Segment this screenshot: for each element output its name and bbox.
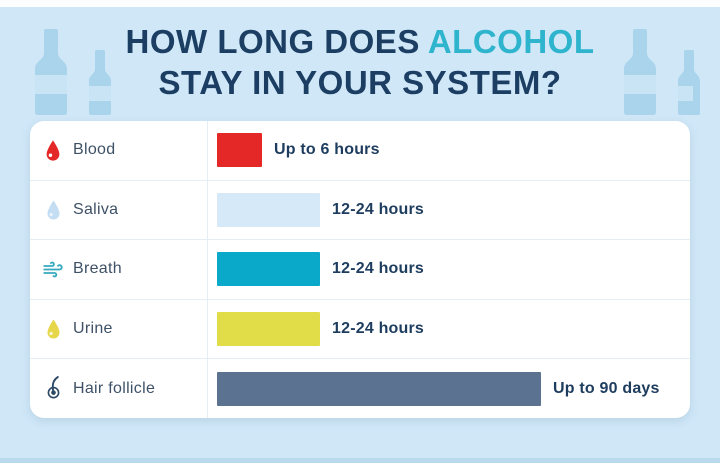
title-line1-accent: ALCOHOL <box>427 23 595 60</box>
duration-label: 12-24 hours <box>332 200 425 218</box>
hair-follicle-icon <box>40 373 66 405</box>
duration-bar <box>217 371 541 406</box>
duration-label: 12-24 hours <box>332 320 425 338</box>
duration-bar <box>217 133 262 168</box>
table-row: Saliva 12-24 hours <box>30 181 690 241</box>
duration-cell: 12-24 hours <box>207 252 690 287</box>
duration-table: Blood Up to 6 hours Saliva 12-24 hours B… <box>30 121 690 418</box>
duration-cell: 12-24 hours <box>207 192 690 227</box>
table-row: Breath 12-24 hours <box>30 240 690 300</box>
urine-drop-icon <box>40 313 66 345</box>
duration-bar <box>217 312 320 347</box>
substance-label: Hair follicle <box>73 379 156 397</box>
title-line1-dark: HOW LONG DOES <box>125 23 420 60</box>
wine-bottles-icon-right <box>622 25 706 122</box>
saliva-drop-icon <box>40 194 66 226</box>
table-row: Blood Up to 6 hours <box>30 121 690 181</box>
title-line-2: STAY IN YOUR SYSTEM? <box>158 64 562 101</box>
duration-cell: 12-24 hours <box>207 312 690 347</box>
substance-cell: Hair follicle <box>30 373 207 405</box>
table-row: Hair follicle Up to 90 days <box>30 359 690 418</box>
duration-label: Up to 6 hours <box>274 141 380 159</box>
duration-cell: Up to 90 days <box>207 371 690 406</box>
duration-label: Up to 90 days <box>553 379 660 397</box>
substance-cell: Breath <box>30 253 207 285</box>
blood-drop-icon <box>40 134 66 166</box>
bottom-border-strip <box>0 458 720 463</box>
breath-wind-icon <box>40 253 66 285</box>
duration-cell: Up to 6 hours <box>207 133 690 168</box>
substance-label: Breath <box>73 260 122 278</box>
column-divider <box>207 121 208 418</box>
title-line-1: HOW LONG DOES ALCOHOL <box>0 21 720 62</box>
top-border-strip <box>0 0 720 7</box>
substance-label: Urine <box>73 320 113 338</box>
wine-bottles-icon-left <box>33 25 117 122</box>
duration-bar <box>217 252 320 287</box>
substance-label: Saliva <box>73 200 119 218</box>
substance-cell: Blood <box>30 134 207 166</box>
substance-label: Blood <box>73 141 116 159</box>
substance-cell: Urine <box>30 313 207 345</box>
duration-bar <box>217 192 320 227</box>
substance-cell: Saliva <box>30 194 207 226</box>
page-title: HOW LONG DOES ALCOHOL STAY IN YOUR SYSTEM… <box>0 21 720 103</box>
table-row: Urine 12-24 hours <box>30 300 690 360</box>
duration-label: 12-24 hours <box>332 260 425 278</box>
